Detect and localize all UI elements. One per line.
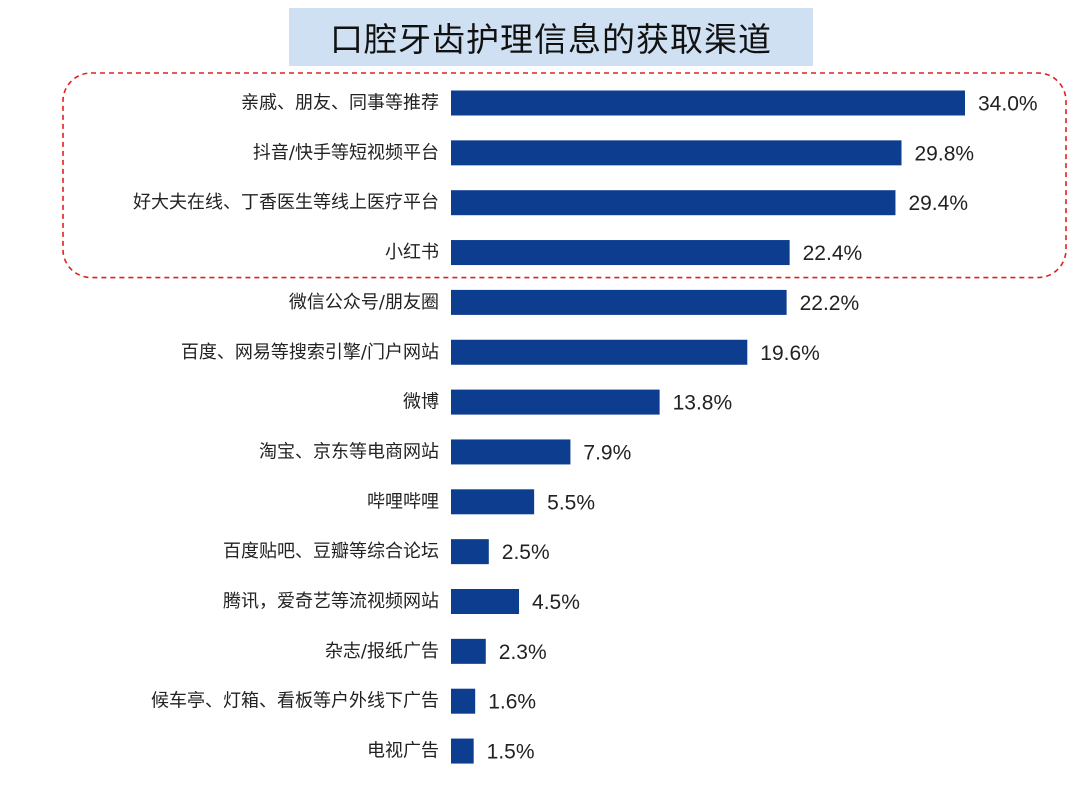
- value-label: 34.0%: [978, 93, 1038, 116]
- value-label: 22.2%: [800, 292, 860, 315]
- value-label: 29.4%: [908, 192, 968, 215]
- chart-title-box: 口腔牙齿护理信息的获取渠道: [289, 8, 813, 66]
- category-label: 微博: [403, 392, 439, 413]
- category-label: 腾讯，爱奇艺等流视频网站: [223, 591, 439, 612]
- bar: [451, 638, 486, 664]
- bar: [451, 90, 965, 116]
- bar: [451, 439, 571, 465]
- category-label: 好大夫在线、丁香医生等线上医疗平台: [133, 192, 439, 213]
- category-label: 微信公众号/朋友圈: [289, 292, 439, 313]
- bar: [451, 339, 748, 365]
- category-label: 亲戚、朋友、同事等推荐: [241, 93, 439, 114]
- value-label: 5.5%: [547, 491, 595, 514]
- bar: [451, 190, 896, 216]
- bar: [451, 240, 790, 266]
- category-label: 电视广告: [367, 741, 439, 762]
- category-label: 哔哩哔哩: [367, 491, 439, 512]
- value-label: 7.9%: [583, 441, 631, 464]
- bar: [451, 539, 489, 565]
- value-label: 2.3%: [499, 641, 547, 664]
- value-label: 1.5%: [487, 741, 535, 764]
- chart-title: 口腔牙齿护理信息的获取渠道: [330, 20, 772, 59]
- category-label: 淘宝、京东等电商网站: [259, 441, 439, 462]
- value-label: 4.5%: [532, 591, 580, 614]
- bar: [451, 738, 474, 764]
- bar: [451, 489, 535, 515]
- category-label: 百度贴吧、豆瓣等综合论坛: [223, 541, 439, 562]
- value-label: 22.4%: [803, 242, 863, 265]
- bar: [451, 589, 520, 614]
- category-label: 抖音/快手等短视频平台: [253, 142, 439, 163]
- category-label: 杂志/报纸广告: [325, 641, 439, 662]
- category-label: 小红书: [385, 242, 439, 263]
- bar: [451, 140, 902, 166]
- category-label: 候车亭、灯箱、看板等户外线下广告: [151, 691, 439, 712]
- bar: [451, 389, 660, 415]
- value-label: 2.5%: [502, 541, 550, 564]
- bar: [451, 688, 476, 714]
- value-label: 19.6%: [760, 342, 820, 365]
- value-label: 1.6%: [488, 691, 536, 714]
- category-label: 百度、网易等搜索引擎/门户网站: [181, 342, 439, 363]
- bar: [451, 289, 787, 315]
- value-label: 13.8%: [673, 392, 733, 415]
- highlight-frame: [62, 72, 1067, 279]
- value-label: 29.8%: [915, 142, 975, 165]
